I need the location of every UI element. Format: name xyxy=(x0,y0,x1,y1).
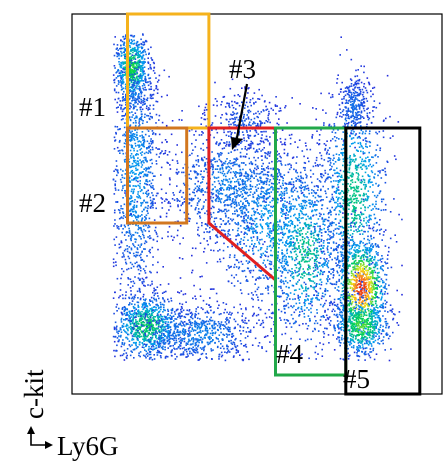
gate-2 xyxy=(126,126,189,225)
gate-3-arrowhead xyxy=(231,137,243,150)
axis-arrowhead-up xyxy=(27,426,35,434)
gate-labels: #1 #2 #3 #4 #5 xyxy=(79,54,370,394)
axis-arrowhead-right xyxy=(45,441,53,449)
gate-3-arrow xyxy=(234,83,249,144)
axis-corner-arrow-icon xyxy=(30,430,49,446)
gates xyxy=(126,12,422,396)
y-axis-label: c-kit xyxy=(19,369,49,419)
gate-1-label: #1 xyxy=(79,92,106,122)
gate-5-label: #5 xyxy=(343,364,370,394)
gate-3-label: #3 xyxy=(229,54,256,84)
gate-5 xyxy=(344,126,422,396)
x-axis-label: Ly6G xyxy=(57,431,119,461)
gate-4-label: #4 xyxy=(276,339,304,369)
gate-2-label: #2 xyxy=(79,188,106,218)
